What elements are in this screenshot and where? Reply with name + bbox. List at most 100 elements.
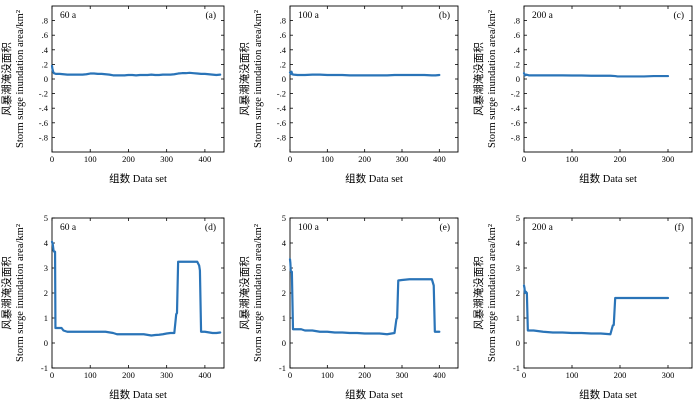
- series-line: [522, 72, 670, 78]
- y-tick-label: -1: [41, 363, 48, 373]
- plot-frame: [51, 217, 225, 369]
- x-axis-label: 组数 Data set: [345, 172, 403, 185]
- y-tick-label: 2: [516, 288, 520, 298]
- y-tick-label: -.8: [39, 132, 48, 142]
- y-tick-label: 1: [44, 313, 48, 323]
- y-tick-label: -.8: [511, 132, 520, 142]
- y-axis-label-cn: 风暴潮淹没面积: [472, 42, 485, 116]
- y-tick-label: 1: [282, 313, 286, 323]
- panel-label: (c): [673, 10, 684, 21]
- y-axis-label-en: Storm surge inundation area/km²: [15, 224, 26, 362]
- plot-frame: [289, 217, 459, 369]
- x-axis-label: 组数 Data set: [579, 388, 637, 401]
- x-tick-label: 100: [566, 370, 579, 380]
- y-axis-label-en: Storm surge inundation area/km²: [15, 10, 26, 148]
- x-tick-label: 300: [396, 370, 409, 380]
- x-axis-label: 组数 Data set: [345, 388, 403, 401]
- y-tick-label: -.8: [277, 132, 286, 142]
- series-line: [50, 240, 222, 337]
- plot-frame: [523, 5, 693, 153]
- return-period-label: 200 a: [532, 223, 554, 233]
- y-tick-label: -.4: [39, 103, 49, 113]
- y-axis-label-cn: 风暴潮淹没面积: [472, 256, 485, 330]
- y-tick-label: .2: [280, 59, 286, 69]
- y-tick-label: .4: [42, 45, 49, 55]
- y-axis-label-en: Storm surge inundation area/km²: [253, 10, 264, 148]
- y-tick-label: .2: [514, 59, 520, 69]
- y-tick-label: .6: [280, 30, 286, 40]
- return-period-label: 200 a: [532, 11, 554, 21]
- y-tick-label: -.2: [277, 89, 286, 99]
- return-period-label: 60 a: [60, 11, 77, 21]
- y-tick-label: -1: [279, 363, 286, 373]
- x-tick-label: 0: [50, 370, 54, 380]
- x-tick-label: 300: [160, 370, 173, 380]
- x-tick-label: 400: [433, 154, 446, 164]
- series-line: [50, 64, 222, 77]
- y-tick-label: -.6: [277, 118, 286, 128]
- y-tick-label: 4: [516, 238, 521, 248]
- y-tick-label: 4: [44, 238, 49, 248]
- return-period-label: 100 a: [298, 11, 320, 21]
- y-tick-label: 2: [282, 288, 286, 298]
- series-line: [288, 70, 441, 77]
- y-tick-label: -.6: [39, 118, 48, 128]
- x-tick-label: 200: [614, 370, 627, 380]
- x-tick-label: 300: [160, 154, 173, 164]
- x-tick-label: 0: [522, 154, 526, 164]
- y-tick-label: 2: [44, 288, 48, 298]
- y-axis-label-en: Storm surge inundation area/km²: [253, 224, 264, 362]
- x-tick-label: 0: [50, 154, 54, 164]
- y-tick-label: 3: [44, 263, 48, 273]
- x-tick-label: 300: [396, 154, 409, 164]
- y-tick-label: 5: [516, 213, 520, 223]
- x-tick-label: 300: [662, 154, 675, 164]
- y-tick-label: -.2: [39, 89, 48, 99]
- x-tick-label: 0: [288, 154, 292, 164]
- y-tick-label: .8: [514, 16, 520, 26]
- y-tick-label: 0: [282, 338, 286, 348]
- y-tick-label: 0: [516, 74, 520, 84]
- y-axis-label-cn: 风暴潮淹没面积: [238, 42, 251, 116]
- y-axis-label-en: Storm surge inundation area/km²: [487, 10, 498, 148]
- x-tick-label: 200: [614, 154, 627, 164]
- plot-frame: [289, 5, 459, 153]
- x-tick-label: 400: [199, 370, 212, 380]
- y-tick-label: .6: [514, 30, 520, 40]
- panel-label: (e): [439, 222, 450, 233]
- y-tick-label: -.4: [277, 103, 287, 113]
- y-axis-label-cn: 风暴潮淹没面积: [0, 42, 13, 116]
- y-tick-label: -.2: [511, 89, 520, 99]
- x-tick-label: 200: [122, 154, 135, 164]
- y-tick-label: 3: [282, 263, 286, 273]
- x-tick-label: 100: [321, 154, 334, 164]
- y-tick-label: 4: [282, 238, 287, 248]
- y-tick-label: 1: [516, 313, 520, 323]
- series-line: [522, 284, 670, 336]
- y-tick-label: 0: [516, 338, 520, 348]
- series-line: [288, 258, 441, 336]
- x-axis-label: 组数 Data set: [109, 172, 167, 185]
- return-period-label: 60 a: [60, 223, 77, 233]
- chart-panel: 0 100 200 300 -.8 -.6 -.4 -.2 0 .2 .4 .6 .8 组数 Data s…: [472, 5, 693, 185]
- x-tick-label: 100: [566, 154, 579, 164]
- x-tick-label: 200: [358, 154, 371, 164]
- y-tick-label: .2: [42, 59, 48, 69]
- y-tick-label: 0: [44, 74, 48, 84]
- x-axis-label: 组数 Data set: [109, 388, 167, 401]
- y-tick-label: 0: [44, 338, 48, 348]
- y-tick-label: 5: [282, 213, 286, 223]
- y-tick-label: -.6: [511, 118, 520, 128]
- return-period-label: 100 a: [298, 223, 320, 233]
- y-tick-label: -1: [513, 363, 520, 373]
- y-tick-label: .8: [42, 16, 48, 26]
- x-tick-label: 200: [358, 370, 371, 380]
- panel-label: (d): [205, 222, 216, 233]
- x-tick-label: 100: [84, 154, 97, 164]
- x-tick-label: 200: [122, 370, 135, 380]
- y-tick-label: .6: [42, 30, 48, 40]
